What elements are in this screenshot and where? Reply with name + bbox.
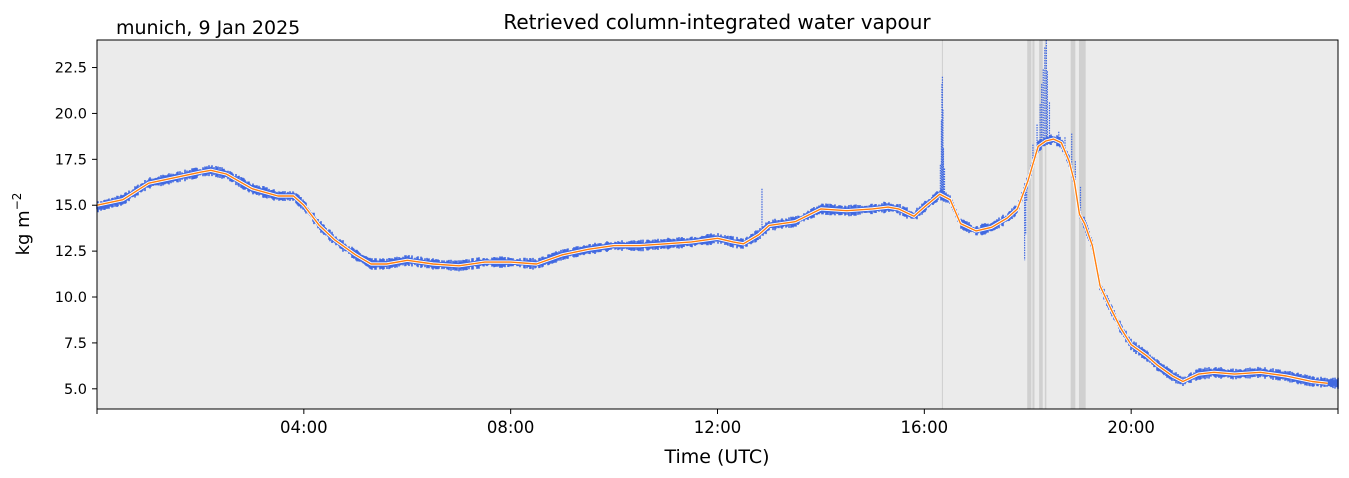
y-tick-label: 20.0	[55, 106, 87, 122]
x-tick-label: 20:00	[1107, 418, 1155, 437]
y-tick-label: 10.0	[55, 290, 87, 306]
plot-area-background	[97, 40, 1338, 409]
y-axis-ticks: 5.0 7.5 10.0 12.5 15.0 17.5 20.0 22.5	[55, 61, 97, 398]
y-axis-label: kg m−2	[10, 193, 34, 256]
y-tick-label: 22.5	[55, 61, 87, 77]
x-tick-label: 08:00	[487, 418, 535, 437]
y-axis-label-exponent: −2	[10, 193, 24, 211]
flagged-interval	[1027, 40, 1032, 409]
smoothed-line	[96, 138, 1328, 384]
flagged-interval	[1070, 40, 1076, 409]
y-tick-label: 5.0	[64, 382, 87, 398]
x-axis-label: Time (UTC)	[663, 446, 769, 468]
y-axis-label-unit: kg m	[13, 210, 34, 255]
chart-subtitle: munich, 9 Jan 2025	[116, 17, 300, 39]
smoothed-series	[96, 137, 1328, 385]
y-tick-label: 7.5	[64, 336, 87, 352]
y-tick-label: 15.0	[55, 198, 87, 214]
flagged-interval	[1044, 40, 1047, 409]
y-tick-label: 12.5	[55, 244, 87, 260]
x-tick-label: 04:00	[280, 418, 328, 437]
flagged-interval	[1032, 40, 1035, 409]
flagged-interval	[941, 40, 943, 409]
x-tick-label: 12:00	[694, 418, 742, 437]
x-axis-ticks: 04:00 08:00 12:00 16:00 20:00	[96, 409, 1339, 437]
chart-title: Retrieved column-integrated water vapour	[503, 10, 931, 34]
flagged-interval	[1039, 40, 1043, 409]
x-tick-label: 16:00	[901, 418, 949, 437]
y-tick-label: 17.5	[55, 152, 87, 168]
